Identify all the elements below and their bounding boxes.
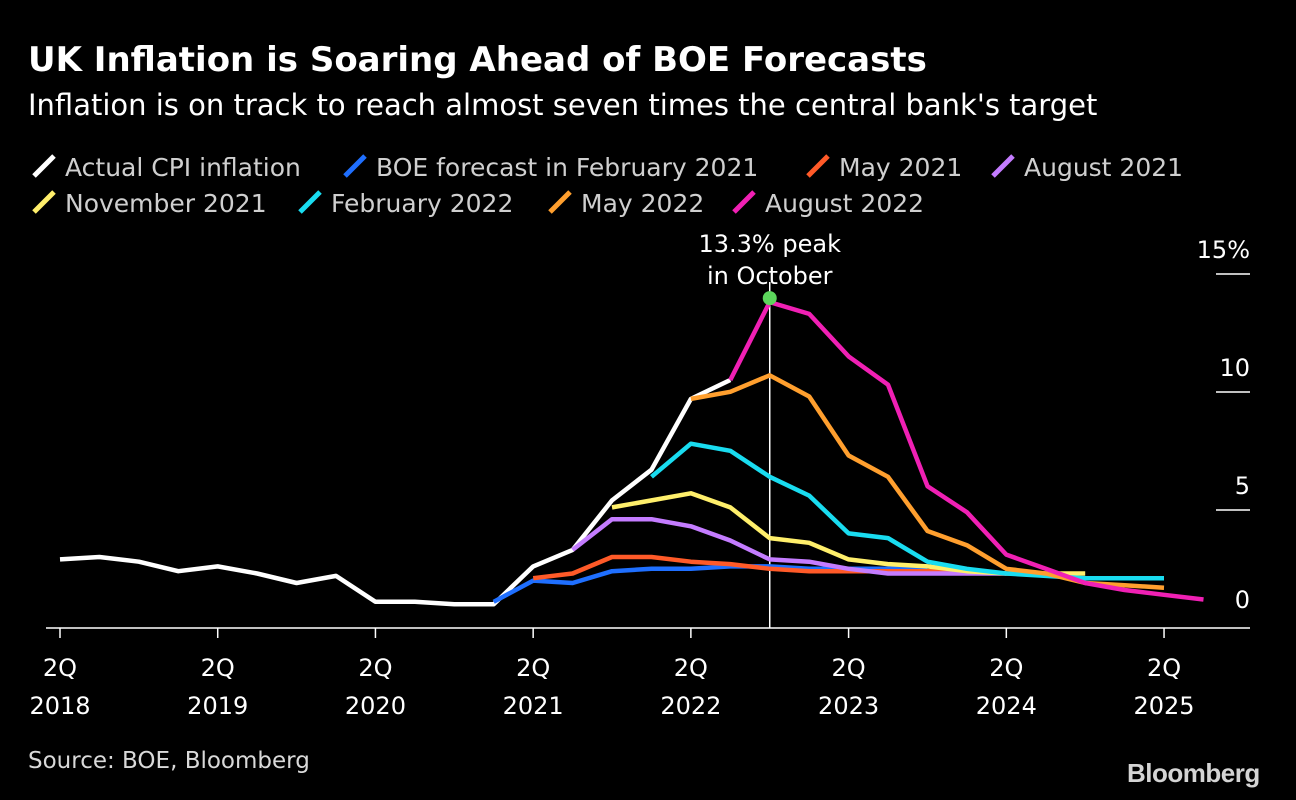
- plot-area: 2Q 2018 2Q 2019 2Q 2020 2Q 2021 2Q 2022 2Q 2023 2Q 20…: [29, 230, 1250, 720]
- chart-subtitle: Inflation is on track to reach almost se…: [28, 88, 1098, 122]
- peak-marker: [762, 291, 777, 306]
- legend: Actual CPI inflation BOE forecast in Febr…: [32, 153, 1183, 218]
- x-tick-label: 2Q: [989, 654, 1023, 682]
- legend-label-1: BOE forecast in February 2021: [376, 153, 758, 182]
- series-line-0: [59, 377, 732, 607]
- x-tick-label: 2Q: [201, 654, 235, 682]
- y-tick-label: 10: [1219, 354, 1250, 382]
- x-tick-label: 2Q: [358, 654, 392, 682]
- y-tick-label: 15%: [1197, 236, 1250, 264]
- x-tick-label: 2023: [818, 692, 879, 720]
- legend-swatch-5: [298, 190, 322, 214]
- x-tick-label: 2Q: [832, 654, 866, 682]
- legend-label-3: August 2021: [1024, 153, 1183, 182]
- chart-title: UK Inflation is Soaring Ahead of BOE For…: [28, 40, 927, 80]
- series-line-3: [571, 516, 1007, 576]
- x-tick-label: 2024: [976, 692, 1037, 720]
- x-tick-label: 2018: [29, 692, 90, 720]
- annotation-text: 13.3% peak: [698, 230, 841, 258]
- x-tick-label: 2Q: [516, 654, 550, 682]
- x-tick-label: 2Q: [674, 654, 708, 682]
- series-line-7: [728, 299, 1204, 602]
- x-tick-label: 2020: [345, 692, 406, 720]
- source-note: Source: BOE, Bloomberg: [28, 748, 310, 774]
- y-tick-label: 0: [1235, 586, 1250, 614]
- legend-swatch-0: [32, 154, 56, 178]
- x-tick-label: 2Q: [43, 654, 77, 682]
- legend-label-7: August 2022: [765, 189, 924, 218]
- series-line-5: [650, 441, 1164, 581]
- bloomberg-logo: Bloomberg: [1127, 758, 1260, 788]
- legend-swatch-7: [732, 190, 756, 214]
- legend-swatch-3: [991, 154, 1015, 178]
- legend-swatch-6: [548, 190, 572, 214]
- annotation-text: in October: [707, 262, 833, 290]
- legend-swatch-4: [32, 190, 56, 214]
- x-tick-label: 2021: [503, 692, 564, 720]
- legend-label-6: May 2022: [581, 189, 704, 218]
- series-line-2: [532, 554, 967, 581]
- y-tick-label: 5: [1235, 472, 1250, 500]
- legend-label-4: November 2021: [65, 189, 267, 218]
- x-tick-label: 2022: [660, 692, 721, 720]
- legend-label-5: February 2022: [331, 189, 513, 218]
- legend-label-0: Actual CPI inflation: [65, 153, 301, 182]
- legend-label-2: May 2021: [839, 153, 962, 182]
- x-tick-label: 2Q: [1147, 654, 1181, 682]
- x-tick-label: 2019: [187, 692, 248, 720]
- legend-swatch-1: [343, 154, 367, 178]
- legend-swatch-2: [806, 154, 830, 178]
- x-tick-label: 2025: [1134, 692, 1195, 720]
